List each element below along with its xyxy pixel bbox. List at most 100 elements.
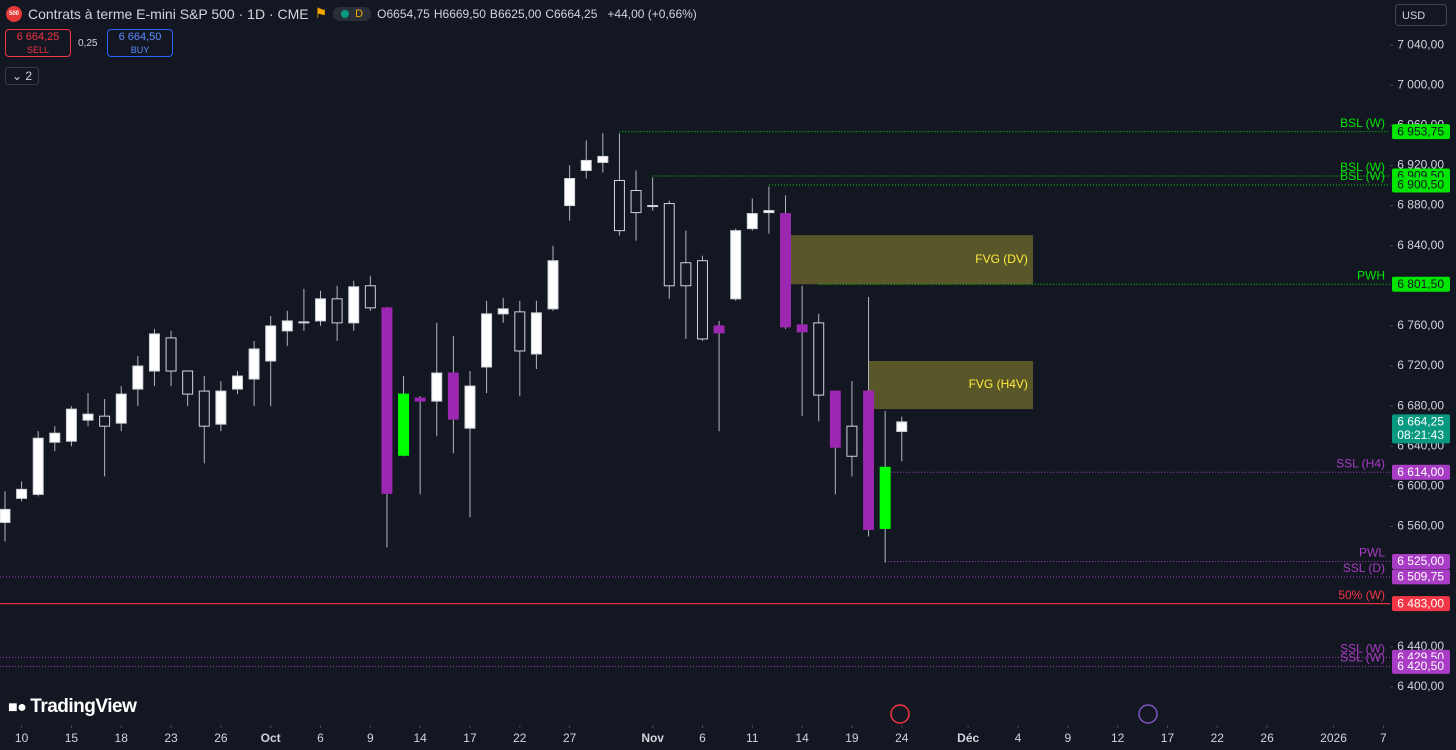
market-status[interactable]: D (333, 6, 372, 21)
candle-body (730, 230, 742, 300)
fvg-zone (868, 360, 1033, 410)
x-tick-label: 10 (15, 731, 29, 745)
buy-button[interactable]: 6 664,50 BUY (107, 29, 173, 57)
currency-select[interactable]: USD (1395, 4, 1447, 26)
x-tick-label: 7 (1380, 731, 1387, 745)
last-price-label: 6 664,25 (1397, 415, 1444, 429)
x-tick-label: 22 (1211, 731, 1225, 745)
x-tick-label: 11 (746, 731, 759, 745)
level-name: PWL (1359, 546, 1385, 560)
candle-body (663, 203, 675, 287)
candle-body (564, 177, 576, 207)
x-tick-label: 26 (214, 731, 228, 745)
x-tick-label: 19 (845, 731, 859, 745)
candle-body (281, 320, 293, 332)
indicators-count: 2 (25, 69, 33, 83)
price-tag-label: 6 420,50 (1397, 659, 1444, 673)
candle-body (182, 370, 194, 395)
candle-body (447, 372, 459, 420)
symbol-title[interactable]: Contrats à terme E-mini S&P 500 · 1D · C… (28, 5, 309, 22)
y-tick-label: 6 600,00 (1397, 479, 1444, 493)
ohlc-key: C (545, 6, 554, 21)
candle-body (481, 313, 493, 368)
fvg-label: FVG (H4V) (969, 377, 1028, 391)
price-tag-label: 6 509,75 (1397, 570, 1444, 584)
candle-body (746, 213, 758, 230)
y-tick-label: 6 840,00 (1397, 238, 1444, 252)
brand-logo[interactable]: ■● TradingView (8, 696, 137, 718)
candle-body (647, 205, 659, 208)
candle-body (464, 385, 476, 429)
y-tick-label: 6 720,00 (1397, 358, 1444, 372)
candle-body (680, 262, 692, 287)
candle-body (364, 285, 376, 309)
level-name: BSL (W) (1340, 116, 1385, 130)
level-name: SSL (W) (1340, 641, 1385, 655)
chevron: ⌄ (12, 69, 26, 83)
candle-body (813, 322, 825, 396)
candle-body (780, 213, 791, 328)
last-price-tag (1392, 414, 1450, 444)
ohlc-value: 6625,00 (497, 6, 542, 21)
price-tag (1392, 177, 1450, 193)
candle-body (696, 260, 708, 340)
fvg-zone (790, 235, 1033, 285)
y-tick-label: 7 040,00 (1397, 37, 1444, 51)
price-tag-label: 6 801,50 (1397, 277, 1444, 291)
status-text: D (355, 7, 364, 20)
candle-body (32, 437, 44, 495)
price-tag-label: 6 483,00 (1397, 596, 1444, 610)
candle-body (713, 325, 725, 334)
sell-button[interactable]: 6 664,25 SELL (5, 29, 71, 57)
candle-body (431, 372, 443, 402)
candle-body (530, 312, 542, 355)
candle-body (148, 333, 160, 372)
event-icon (1138, 704, 1158, 724)
x-tick-label: Oct (261, 731, 281, 745)
y-tick-label: 6 760,00 (1397, 318, 1444, 332)
x-tick-label: 14 (413, 731, 427, 745)
candle-body (198, 390, 210, 427)
ohlc-key: O (377, 6, 387, 21)
x-tick-label: 23 (164, 731, 178, 745)
x-tick-label: 15 (65, 731, 79, 745)
candle-body (215, 390, 227, 425)
candle-body (331, 298, 343, 324)
price-tag-label: 6 900,50 (1397, 178, 1444, 192)
price-tag-label: 6 953,75 (1397, 124, 1444, 138)
candle-body (846, 425, 858, 457)
y-tick-label: 6 560,00 (1397, 519, 1444, 533)
x-tick-label: 26 (1260, 731, 1274, 745)
candle-body (315, 298, 326, 322)
candle-body (16, 488, 28, 499)
x-tick-label: Nov (641, 731, 664, 745)
candle-body (829, 390, 841, 448)
candle-body (265, 325, 277, 362)
indicators-toggle[interactable]: ⌄ 2 (5, 67, 40, 85)
ohlc: O6654,75 H6669,50 B6625,00 C6664,25 (377, 7, 601, 21)
x-tick-label: Déc (957, 731, 979, 745)
price-tag (1392, 569, 1450, 585)
level-name: BSL (W) (1340, 169, 1385, 183)
candle-body (547, 260, 559, 310)
countdown: 08:21:43 (1397, 428, 1444, 442)
candle-body (398, 393, 410, 456)
level-name: PWH (1357, 268, 1385, 282)
x-tick-label: 12 (1111, 731, 1125, 745)
x-tick-label: 6 (699, 731, 706, 745)
y-tick-label: 7 000,00 (1397, 77, 1444, 91)
price-tag (1392, 554, 1450, 570)
price-tag (1392, 276, 1450, 292)
price-tag (1392, 464, 1450, 480)
y-tick-label: 6 440,00 (1397, 639, 1444, 653)
candle-body (381, 307, 393, 494)
price-tag-label: 6 525,00 (1397, 554, 1444, 568)
candle-body (497, 308, 509, 315)
x-tick-label: 9 (1064, 731, 1071, 745)
candle-body (248, 348, 260, 380)
sell-label: SELL (26, 45, 50, 55)
candle-body (763, 210, 775, 214)
